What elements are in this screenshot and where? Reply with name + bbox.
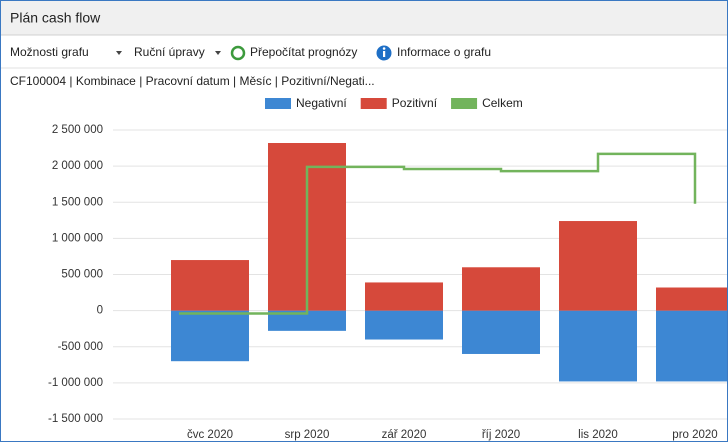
legend-label: Negativní [296,96,347,110]
title-bar [1,1,727,35]
bar [171,260,249,311]
bar [268,310,346,331]
y-tick-label: 2 000 000 [52,160,103,172]
legend-swatch [360,98,387,109]
legend-swatch [265,98,291,109]
legend-label: Pozitivní [392,96,438,110]
x-tick-label: srp 2020 [285,429,330,441]
bar [656,287,727,311]
y-tick-label: -1 500 000 [48,413,103,425]
refresh-icon[interactable] [230,45,246,61]
bar [365,282,443,311]
dropdown-arrow[interactable] [215,51,221,55]
y-tick-label: -1 000 000 [48,377,103,389]
y-tick-label: 2 500 000 [52,124,103,136]
y-tick-label: 0 [97,305,103,317]
toolbar-button[interactable]: Informace o grafu [397,45,491,59]
bar [656,310,727,382]
x-tick-label: zář 2020 [382,429,427,441]
bar [462,310,540,354]
window-title: Plán cash flow [10,10,101,26]
legend-swatch [451,98,478,109]
bar [365,310,443,340]
toolbar-menu[interactable]: Možnosti grafu [10,45,89,59]
y-tick-label: 1 500 000 [52,196,103,208]
total-line [179,152,697,315]
chart-subtitle: CF100004 | Kombinace | Pracovní datum | … [10,74,375,88]
y-tick-label: 500 000 [61,269,103,281]
toolbar-menu[interactable]: Ruční úpravy [134,45,205,59]
x-tick-label: pro 2020 [672,429,717,441]
bar [559,310,637,382]
bar [171,310,249,362]
toolbar-button[interactable]: Přepočítat prognózy [250,45,357,59]
info-icon[interactable] [376,45,392,61]
bar [559,221,637,311]
y-tick-label: -500 000 [58,341,103,353]
bar [462,267,540,311]
y-tick-label: 1 000 000 [52,232,103,244]
x-tick-label: říj 2020 [482,429,520,441]
x-tick-label: čvc 2020 [187,429,233,441]
legend-label: Celkem [482,96,523,110]
dropdown-arrow[interactable] [116,51,122,55]
x-tick-label: lis 2020 [578,429,618,441]
